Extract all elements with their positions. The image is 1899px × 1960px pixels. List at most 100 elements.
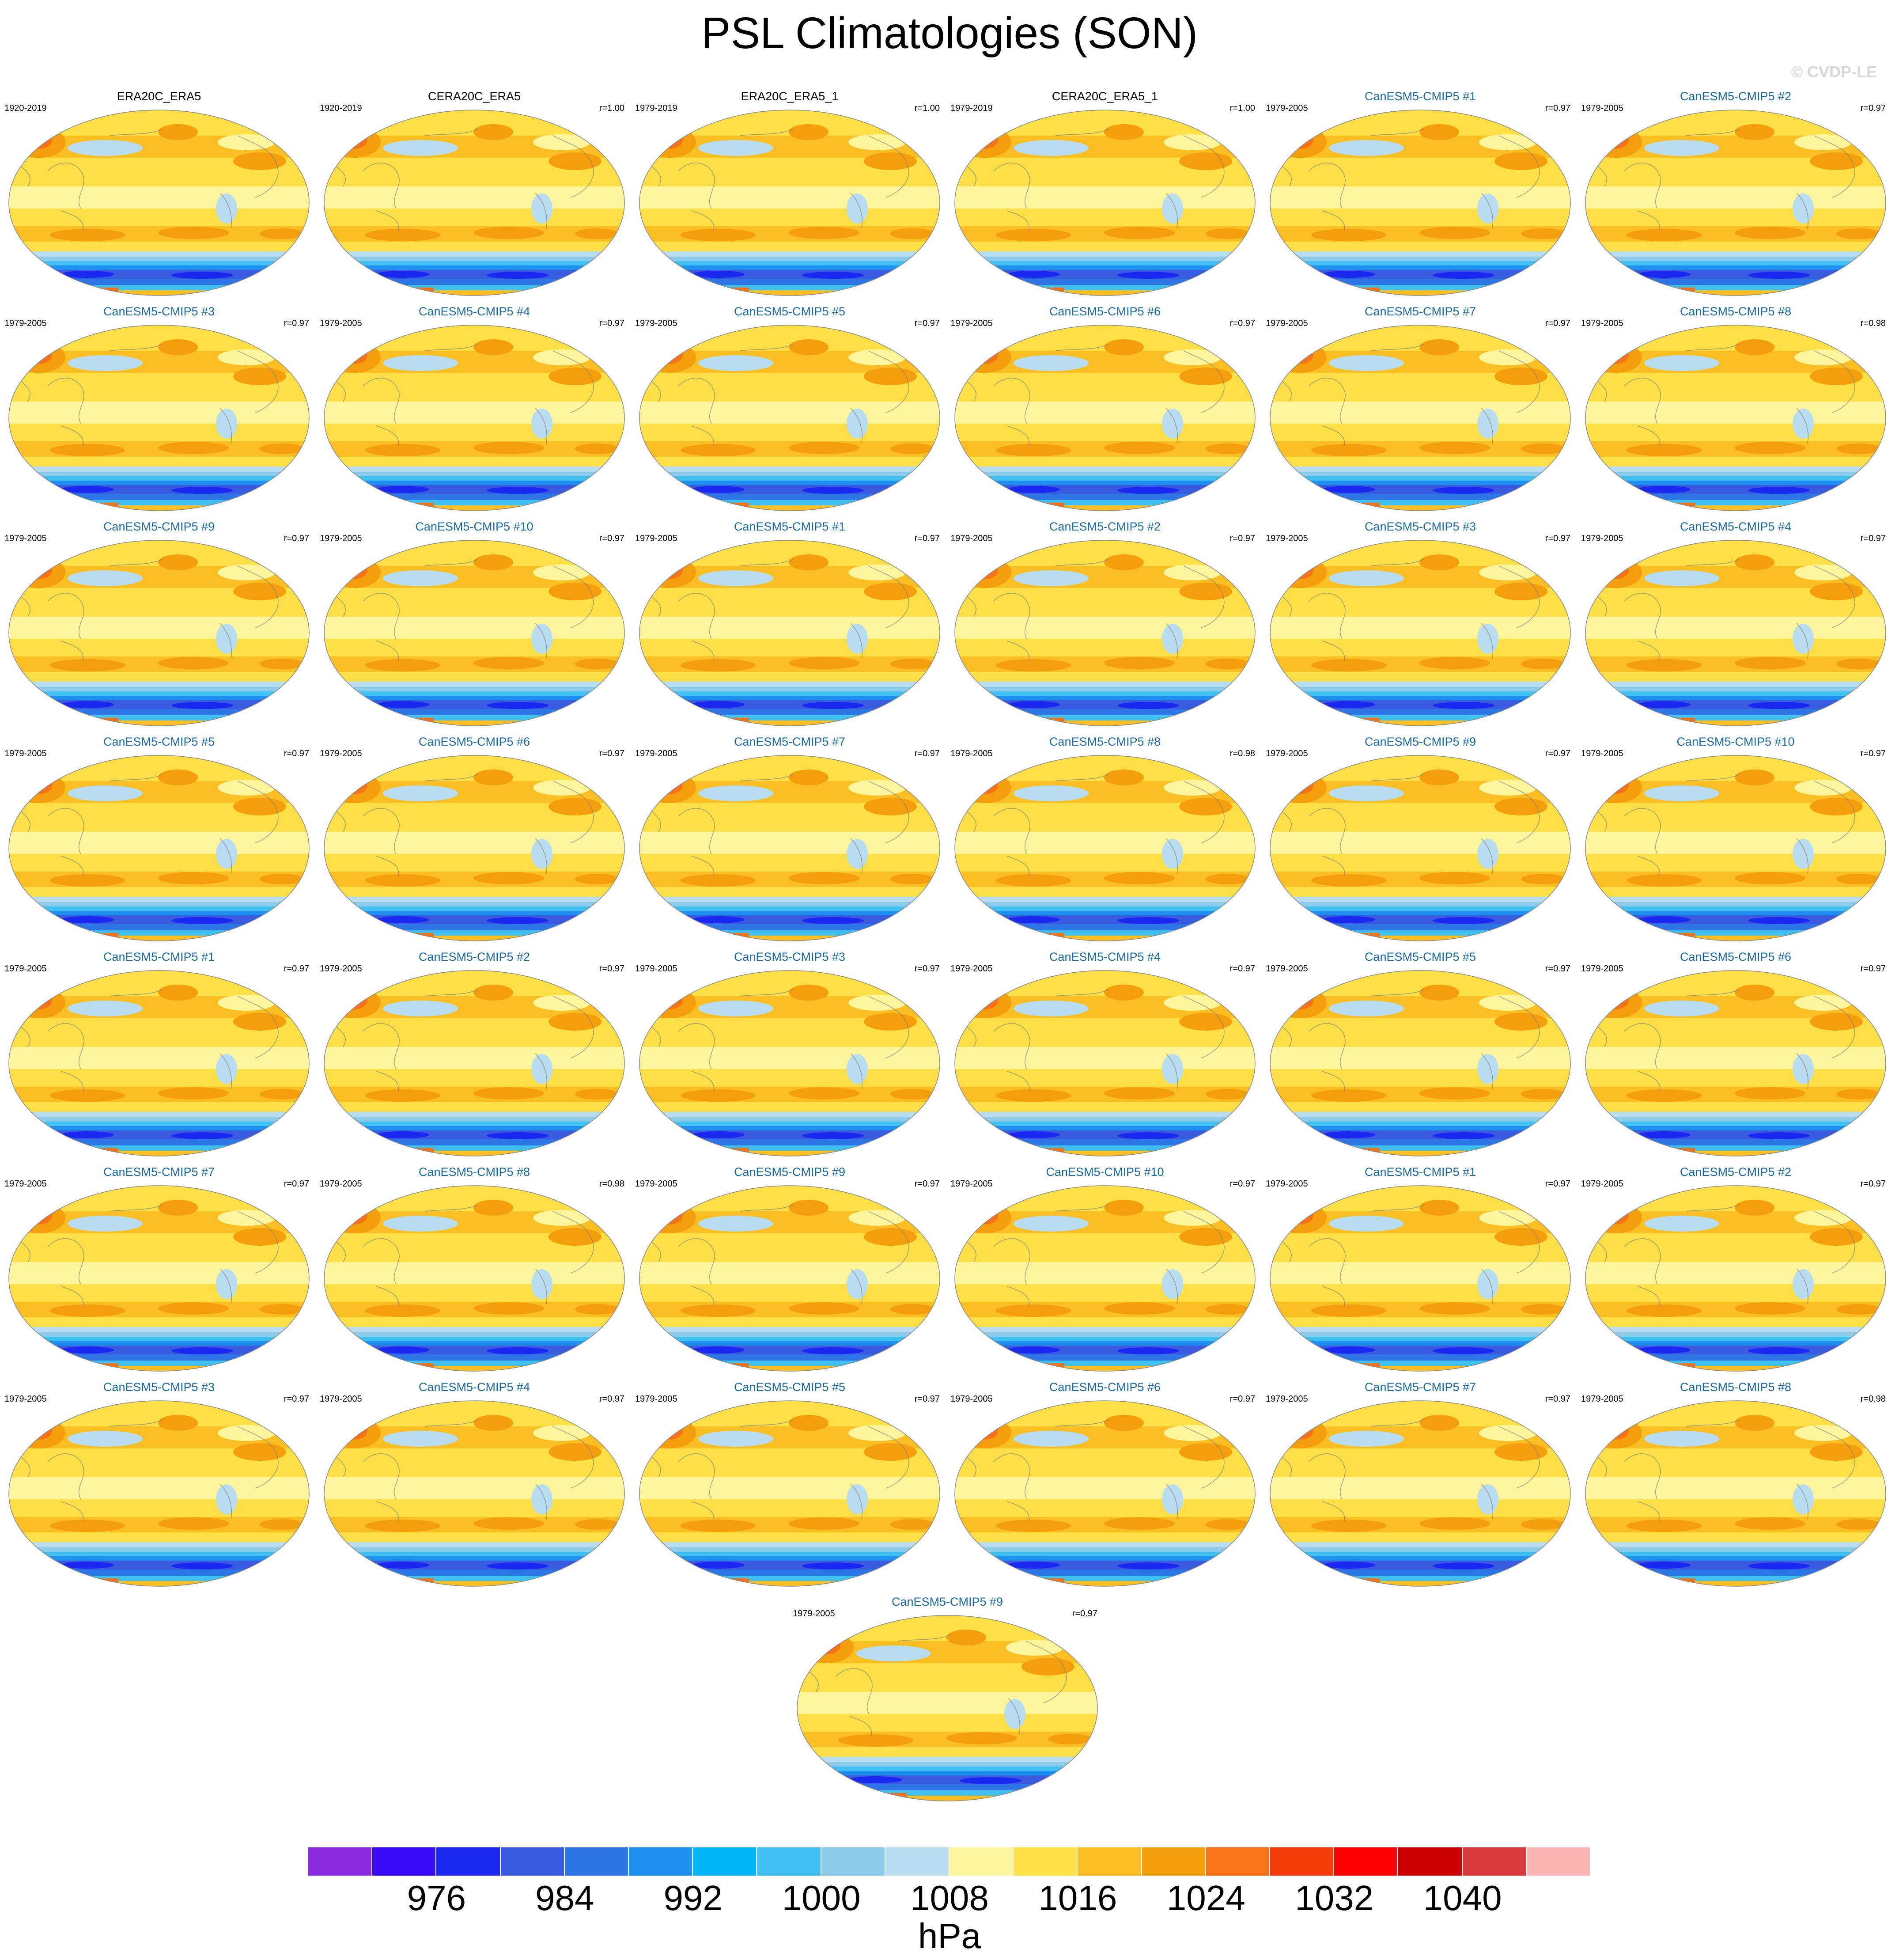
pressure-feature (1433, 1347, 1494, 1354)
psl-map (1270, 970, 1571, 1156)
pressure-feature (1748, 1132, 1810, 1139)
pressure-feature (789, 554, 828, 570)
pressure-feature (549, 583, 601, 600)
panel-period: 1979-2005 (320, 534, 362, 543)
pressure-band (955, 265, 1255, 270)
pressure-band (955, 687, 1255, 691)
pressure-band (1270, 1337, 1570, 1341)
pressure-band (639, 1332, 940, 1337)
pressure-feature (575, 1304, 619, 1315)
pressure-band (639, 1561, 940, 1570)
pressure-feature (663, 350, 674, 358)
panel-period: 1920-2019 (4, 103, 47, 113)
pressure-band (1585, 832, 1886, 854)
map-outline (8, 1400, 310, 1587)
map-container (1269, 109, 1571, 299)
pressure-feature (1419, 124, 1459, 140)
pressure-feature (1322, 1562, 1375, 1569)
pressure-feature (33, 350, 43, 358)
coastline (16, 1204, 279, 1307)
pressure-feature (643, 1202, 696, 1233)
pressure-band (1585, 270, 1886, 279)
pressure-feature (1164, 1425, 1221, 1441)
panel-correlation: r=0.97 (1229, 964, 1255, 974)
panel-correlation: r=1.00 (914, 103, 940, 113)
pressure-band (1270, 1122, 1570, 1126)
pressure-band (955, 617, 1255, 639)
pressure-band (955, 1337, 1255, 1341)
pressure-feature (1477, 1054, 1498, 1084)
psl-map (324, 755, 625, 941)
pressure-feature (1735, 872, 1805, 884)
map-outline (1270, 540, 1571, 726)
pressure-band (1585, 700, 1886, 709)
psl-map (954, 540, 1256, 726)
panel-period: 1979-2005 (635, 749, 677, 758)
pressure-band (955, 1576, 1255, 1581)
coastline (16, 774, 279, 876)
psl-map (324, 970, 625, 1156)
pressure-band (639, 1139, 940, 1145)
pressure-band (9, 402, 309, 424)
map-outline (797, 1615, 1098, 1801)
pressure-band (324, 682, 624, 687)
coastline (1593, 1204, 1855, 1307)
pressure-band (639, 639, 940, 656)
pressure-band (1585, 1126, 1886, 1130)
pressure-band (955, 906, 1255, 911)
pressure-band (1270, 1346, 1570, 1354)
pressure-band (955, 1332, 1255, 1337)
panel-correlation: r=0.97 (914, 964, 940, 974)
coastline (1278, 1204, 1540, 1307)
pressure-feature (473, 1200, 513, 1216)
pressure-band (324, 424, 624, 441)
pressure-feature (171, 1347, 233, 1354)
map-panel: CanESM5-CMIP5 #2 1979-2005 r=0.97 (1581, 89, 1890, 299)
pressure-feature (92, 933, 118, 941)
coastline (647, 1419, 909, 1522)
pressure-feature (1353, 1148, 1380, 1156)
pressure-feature (1609, 1211, 1620, 1219)
pressure-band (1270, 1262, 1570, 1284)
panel-correlation: r=0.97 (1860, 1179, 1886, 1189)
pressure-feature (1748, 917, 1810, 924)
panel-title: CanESM5-CMIP5 #8 (1049, 735, 1161, 748)
pressure-feature (1274, 342, 1327, 373)
pressure-feature (864, 152, 917, 170)
pressure-feature (533, 1210, 590, 1226)
pressure-feature (1311, 1089, 1386, 1102)
pressure-feature (407, 503, 434, 511)
panel-correlation: r=0.97 (1072, 1609, 1097, 1619)
map-outline (8, 540, 310, 726)
map-container (639, 324, 941, 514)
pressure-feature (979, 996, 989, 1004)
pressure-feature (1521, 1304, 1565, 1315)
psl-map (1585, 1185, 1886, 1372)
pressure-band (1270, 1561, 1570, 1570)
pressure-band (1585, 691, 1886, 696)
map-outline (639, 755, 940, 941)
pressure-feature (1479, 134, 1536, 150)
pressure-band (639, 902, 940, 906)
psl-map (639, 110, 940, 296)
pressure-feature (996, 874, 1071, 887)
pressure-band (1270, 682, 1570, 687)
pressure-feature (531, 1054, 552, 1084)
pressure-band (1585, 466, 1886, 472)
pressure-feature (1329, 355, 1404, 371)
pressure-band (9, 1126, 309, 1130)
pressure-feature (260, 659, 304, 669)
pressure-band (324, 1361, 624, 1366)
pressure-feature (1836, 1304, 1880, 1315)
pressure-feature (1206, 444, 1250, 454)
pressure-feature (575, 1089, 619, 1099)
pressure-feature (487, 272, 549, 279)
pressure-band (1585, 251, 1886, 257)
pressure-feature (1311, 874, 1386, 887)
map-panel: CanESM5-CMIP5 #9 1979-2005 r=0.97 (4, 519, 314, 729)
pressure-feature (1433, 272, 1494, 279)
pressure-band (1585, 1102, 1886, 1112)
pressure-feature (158, 1087, 229, 1099)
pressure-band (9, 696, 309, 700)
pressure-band (639, 1570, 940, 1576)
